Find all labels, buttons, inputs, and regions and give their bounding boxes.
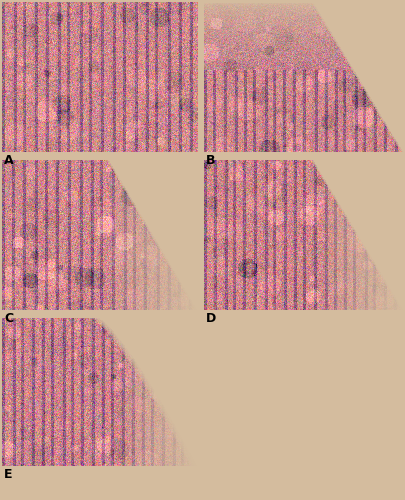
Text: A: A bbox=[4, 154, 14, 167]
Text: E: E bbox=[4, 468, 13, 481]
Text: C: C bbox=[4, 312, 13, 325]
Text: B: B bbox=[205, 154, 215, 167]
Text: D: D bbox=[205, 312, 216, 325]
